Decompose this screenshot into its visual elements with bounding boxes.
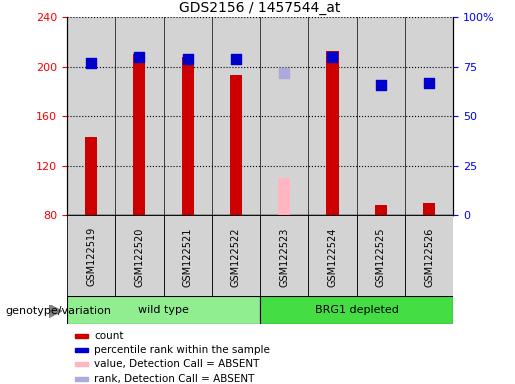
Bar xyxy=(260,215,308,296)
Text: genotype/variation: genotype/variation xyxy=(5,306,111,316)
Bar xyxy=(75,348,88,352)
Text: GSM122520: GSM122520 xyxy=(134,227,144,286)
Bar xyxy=(327,51,338,215)
Title: GDS2156 / 1457544_at: GDS2156 / 1457544_at xyxy=(179,1,341,15)
Bar xyxy=(308,17,356,215)
Text: GSM122525: GSM122525 xyxy=(376,227,386,286)
Text: GSM122519: GSM122519 xyxy=(86,227,96,286)
Text: wild type: wild type xyxy=(138,305,189,315)
Bar xyxy=(405,215,453,296)
Text: GSM122523: GSM122523 xyxy=(279,227,289,286)
Bar xyxy=(356,17,405,215)
Bar xyxy=(67,17,115,215)
Bar xyxy=(405,17,453,215)
Bar xyxy=(182,57,194,215)
Point xyxy=(135,54,144,60)
Bar xyxy=(75,376,88,381)
Text: value, Detection Call = ABSENT: value, Detection Call = ABSENT xyxy=(94,359,260,369)
Text: count: count xyxy=(94,331,124,341)
Bar xyxy=(260,17,308,215)
Text: GSM122522: GSM122522 xyxy=(231,227,241,286)
Bar xyxy=(85,137,97,215)
Bar xyxy=(163,17,212,215)
Point xyxy=(425,79,433,86)
Text: BRG1 depleted: BRG1 depleted xyxy=(315,305,399,315)
Point xyxy=(183,56,192,62)
Polygon shape xyxy=(49,305,62,318)
Text: GSM122521: GSM122521 xyxy=(183,227,193,286)
Bar xyxy=(133,55,145,215)
Bar xyxy=(356,215,405,296)
Bar xyxy=(308,215,356,296)
Bar xyxy=(230,75,242,215)
Point xyxy=(232,56,240,62)
Bar xyxy=(67,296,260,324)
Bar xyxy=(423,203,435,215)
Point xyxy=(280,70,288,76)
Bar xyxy=(278,178,290,215)
Bar xyxy=(75,334,88,338)
Point xyxy=(376,81,385,88)
Point xyxy=(329,54,337,60)
Bar xyxy=(115,215,163,296)
Bar xyxy=(75,362,88,366)
Bar xyxy=(163,215,212,296)
Text: GSM122524: GSM122524 xyxy=(328,227,337,286)
Point xyxy=(87,60,95,66)
Bar xyxy=(212,17,260,215)
Text: GSM122526: GSM122526 xyxy=(424,227,434,286)
Text: rank, Detection Call = ABSENT: rank, Detection Call = ABSENT xyxy=(94,374,254,384)
Text: percentile rank within the sample: percentile rank within the sample xyxy=(94,345,270,355)
Bar xyxy=(212,215,260,296)
Bar xyxy=(115,17,163,215)
Bar xyxy=(375,205,387,215)
Bar xyxy=(67,215,115,296)
Bar xyxy=(260,296,453,324)
